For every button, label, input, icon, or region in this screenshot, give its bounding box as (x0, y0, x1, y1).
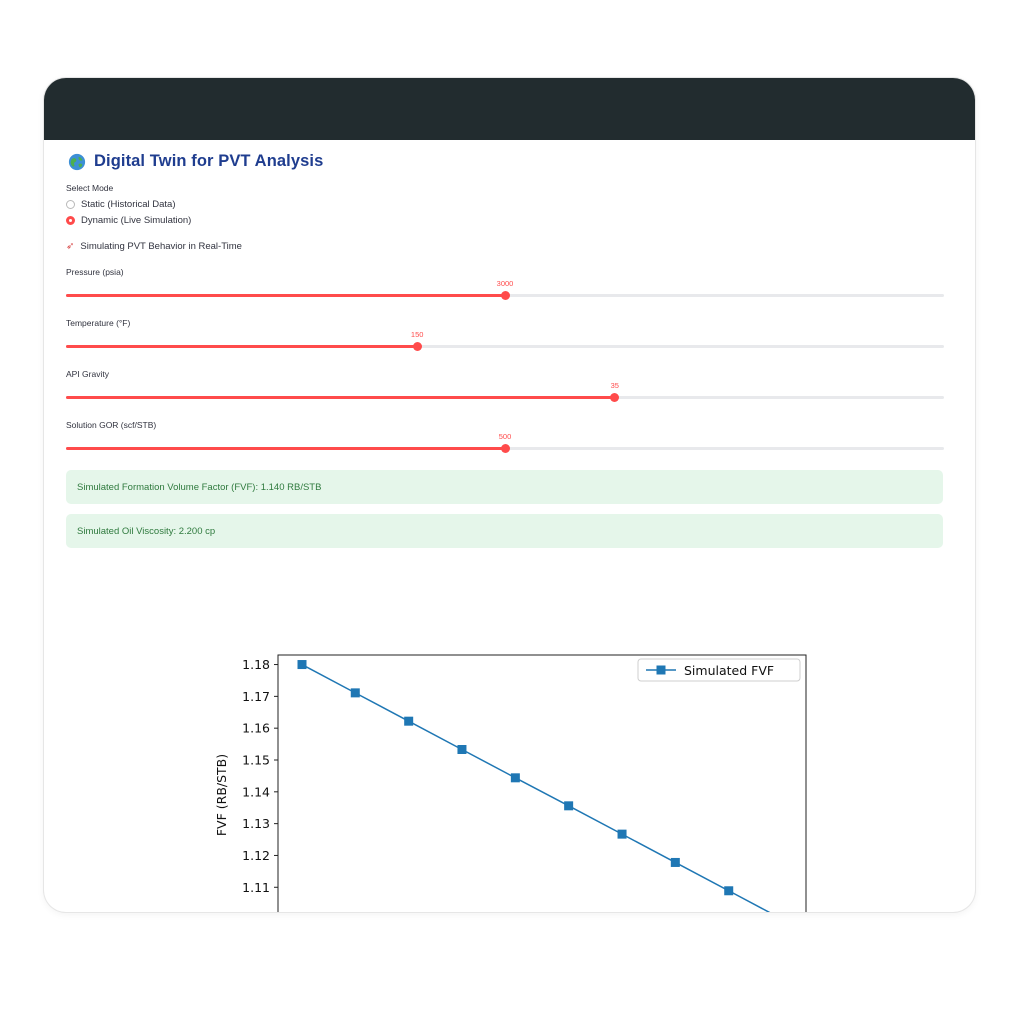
fvf-series-point (670, 857, 680, 867)
fvf-series-point (297, 660, 307, 670)
y-tick-label: 1.14 (242, 784, 270, 799)
fvf-series-point (564, 801, 574, 811)
api-gravity-slider-thumb[interactable] (610, 393, 620, 402)
pressure-slider-thumb[interactable] (500, 291, 510, 300)
fvf-series-point (350, 688, 360, 698)
legend-label: Simulated FVF (684, 663, 774, 678)
gor-slider-value: 500 (498, 432, 512, 441)
temperature-slider-thumb[interactable] (412, 342, 422, 351)
radio-static[interactable]: Static (Historical Data) (66, 199, 176, 210)
simulation-status-text: Simulating PVT Behavior in Real-Time (80, 241, 242, 252)
fvf-result-text: Simulated Formation Volume Factor (FVF):… (77, 481, 322, 493)
radio-dynamic-circle[interactable] (66, 216, 75, 225)
pressure-slider-value: 3000 (496, 279, 514, 288)
y-axis-label: FVF (RB/STB) (214, 754, 229, 836)
y-tick-label: 1.18 (242, 657, 270, 672)
radio-static-label: Static (Historical Data) (81, 199, 176, 210)
api-gravity-slider-label: API Gravity (66, 369, 109, 379)
gor-slider-fill (66, 447, 505, 450)
viscosity-result-alert: Simulated Oil Viscosity: 2.200 cp (66, 514, 943, 548)
viscosity-result-text: Simulated Oil Viscosity: 2.200 cp (77, 525, 216, 537)
fvf-result-alert: Simulated Formation Volume Factor (FVF):… (66, 470, 943, 504)
gor-slider-thumb[interactable] (500, 444, 510, 453)
api-gravity-slider[interactable]: 35 (66, 381, 944, 402)
gor-slider-label: Solution GOR (scf/STB) (66, 420, 157, 430)
y-tick-label: 1.16 (242, 721, 270, 736)
y-tick-label: 1.15 (242, 753, 270, 768)
fvf-series-point (457, 745, 467, 754)
main-content: Digital Twin for PVT Analysis Select Mod… (44, 140, 975, 912)
radio-dynamic-label: Dynamic (Live Simulation) (81, 215, 192, 226)
temperature-slider-fill (66, 345, 418, 348)
y-tick-label: 1.11 (242, 880, 270, 895)
chart-legend: Simulated FVF (637, 658, 801, 682)
app-window: Digital Twin for PVT Analysis Select Mod… (44, 78, 975, 912)
temperature-slider-label: Temperature (°F) (66, 318, 131, 328)
pressure-slider-label: Pressure (psia) (66, 267, 124, 277)
y-tick-label: 1.12 (242, 848, 270, 863)
globe-icon (68, 153, 86, 170)
y-tick-label: 1.13 (242, 816, 270, 831)
fvf-chart-svg: 1000150020002500300035004000450050001.10… (214, 654, 807, 912)
page-title: Digital Twin for PVT Analysis (94, 152, 324, 170)
rocket-icon: ➶ (66, 241, 75, 252)
mode-label: Select Mode (66, 183, 114, 193)
gor-slider[interactable]: 500 (66, 432, 944, 453)
radio-static-circle[interactable] (66, 200, 75, 209)
y-tick-label: 1.17 (242, 689, 270, 704)
app-header-bar (44, 78, 975, 140)
page-title-row: Digital Twin for PVT Analysis (68, 152, 323, 171)
legend-marker (656, 665, 666, 675)
temperature-slider-value: 150 (410, 330, 424, 339)
temperature-slider[interactable]: 150 (66, 330, 944, 351)
fvf-series-point (724, 886, 734, 896)
fvf-series-point (510, 773, 520, 783)
fvf-chart: 1000150020002500300035004000450050001.10… (164, 635, 824, 912)
api-gravity-slider-fill (66, 396, 615, 399)
api-gravity-slider-value: 35 (610, 381, 619, 390)
pressure-slider[interactable]: 3000 (66, 279, 944, 300)
simulation-status: ➶ Simulating PVT Behavior in Real-Time (66, 241, 242, 252)
radio-dynamic[interactable]: Dynamic (Live Simulation) (66, 215, 191, 226)
fvf-series-line (301, 663, 771, 912)
pressure-slider-fill (66, 294, 505, 297)
fvf-series-point (617, 829, 627, 839)
legend-box (637, 658, 801, 682)
fvf-series-point (404, 716, 414, 726)
